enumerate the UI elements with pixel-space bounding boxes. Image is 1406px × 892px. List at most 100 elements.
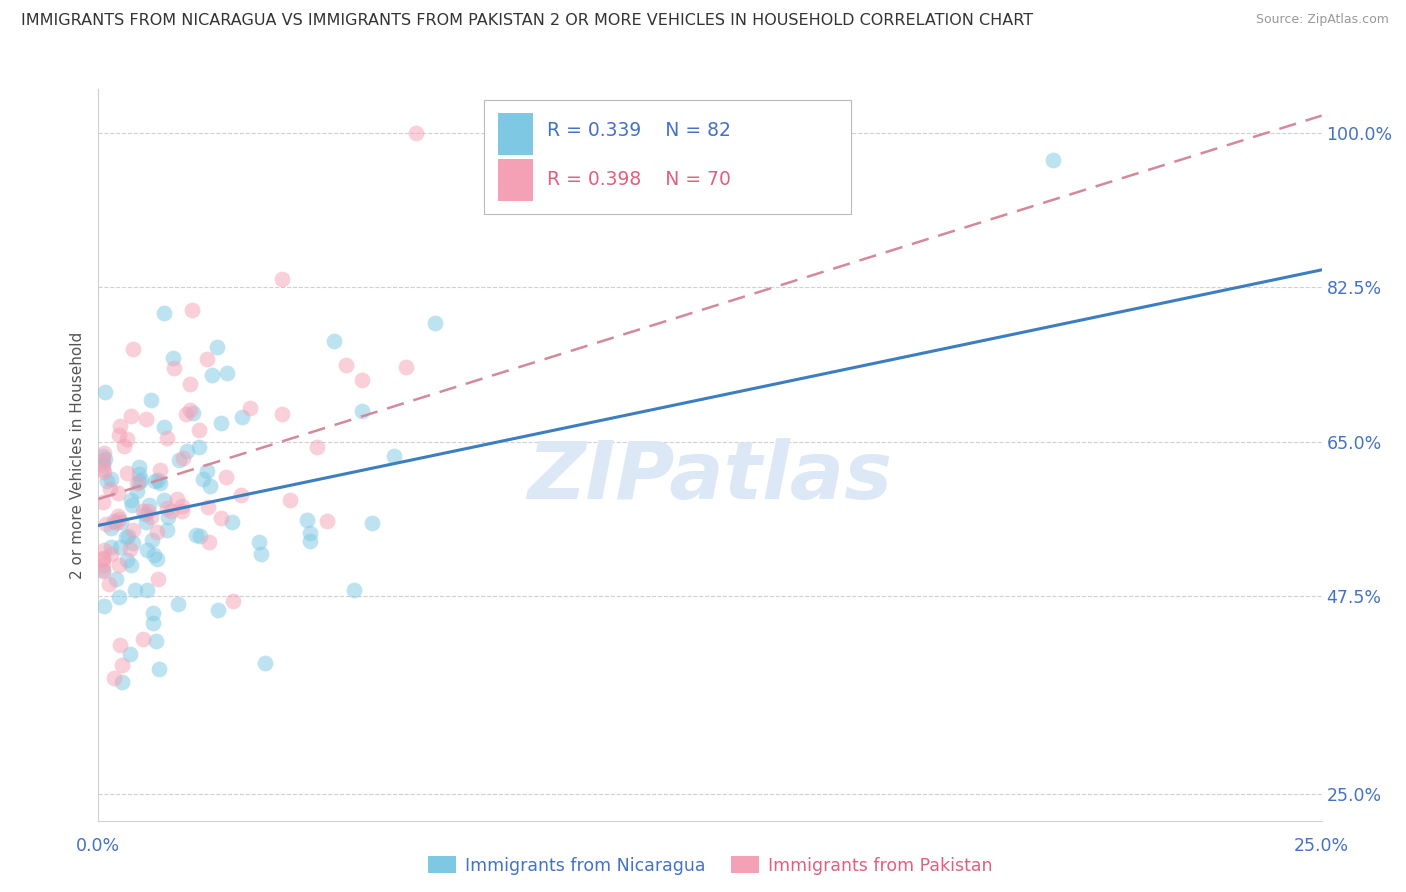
- Point: [139, 509, 162, 524]
- Point: [270, 271, 292, 285]
- Point: [395, 359, 418, 374]
- Point: [145, 633, 167, 648]
- Point: [138, 498, 160, 512]
- Point: [305, 440, 328, 454]
- Point: [115, 530, 138, 544]
- Point: [132, 632, 155, 647]
- Point: [215, 470, 238, 484]
- Point: [271, 407, 294, 421]
- Point: [135, 412, 157, 426]
- Text: ZIPatlas: ZIPatlas: [527, 438, 893, 516]
- Point: [91, 564, 114, 578]
- Point: [122, 343, 145, 357]
- Point: [179, 376, 201, 391]
- Point: [247, 535, 270, 549]
- Point: [335, 358, 357, 372]
- Point: [157, 510, 180, 524]
- Point: [231, 488, 253, 502]
- Point: [111, 675, 134, 690]
- Point: [201, 368, 224, 382]
- FancyBboxPatch shape: [498, 112, 533, 155]
- Point: [176, 443, 198, 458]
- Point: [141, 392, 163, 407]
- Point: [135, 542, 157, 557]
- Point: [117, 529, 139, 543]
- Point: [121, 523, 143, 537]
- Point: [91, 449, 114, 463]
- Point: [91, 454, 114, 468]
- Point: [152, 493, 174, 508]
- Point: [343, 582, 366, 597]
- Point: [166, 492, 188, 507]
- Point: [120, 558, 142, 573]
- Text: 0.0%: 0.0%: [76, 837, 121, 855]
- Point: [231, 409, 253, 424]
- Point: [162, 351, 184, 366]
- Point: [108, 638, 131, 652]
- Point: [93, 599, 115, 613]
- Point: [209, 417, 232, 431]
- Point: [195, 464, 218, 478]
- Point: [174, 408, 197, 422]
- Point: [146, 551, 169, 566]
- Point: [221, 516, 243, 530]
- Text: Source: ZipAtlas.com: Source: ZipAtlas.com: [1256, 13, 1389, 27]
- Point: [361, 516, 384, 530]
- Point: [170, 504, 193, 518]
- Point: [200, 479, 222, 493]
- Point: [209, 510, 232, 524]
- Point: [125, 475, 148, 490]
- Legend: Immigrants from Nicaragua, Immigrants from Pakistan: Immigrants from Nicaragua, Immigrants fr…: [422, 849, 998, 881]
- Point: [120, 493, 142, 508]
- Point: [184, 528, 207, 542]
- Point: [217, 366, 239, 380]
- Point: [93, 465, 115, 479]
- Point: [299, 526, 322, 541]
- Text: R = 0.339    N = 82: R = 0.339 N = 82: [547, 121, 731, 140]
- Point: [108, 427, 131, 442]
- Point: [122, 536, 145, 550]
- Point: [207, 340, 229, 354]
- Point: [91, 551, 114, 566]
- Point: [155, 431, 177, 445]
- Point: [148, 662, 170, 676]
- Point: [91, 563, 114, 577]
- Point: [115, 553, 138, 567]
- Point: [124, 583, 146, 598]
- Point: [94, 384, 117, 399]
- Point: [114, 439, 136, 453]
- Point: [163, 361, 186, 376]
- Point: [96, 474, 118, 488]
- Point: [115, 467, 138, 481]
- Point: [156, 500, 179, 515]
- Point: [94, 452, 117, 467]
- Point: [253, 656, 276, 670]
- Point: [98, 482, 121, 496]
- Point: [172, 450, 194, 465]
- Point: [188, 529, 211, 543]
- Point: [121, 498, 143, 512]
- Point: [249, 547, 271, 561]
- Point: [352, 373, 374, 387]
- Point: [108, 558, 131, 572]
- Point: [352, 403, 374, 417]
- Text: 25.0%: 25.0%: [1294, 837, 1350, 855]
- Point: [278, 493, 301, 508]
- Point: [143, 474, 166, 488]
- FancyBboxPatch shape: [484, 100, 851, 213]
- Point: [298, 533, 321, 548]
- Point: [125, 483, 148, 498]
- Point: [91, 558, 114, 573]
- Point: [136, 503, 159, 517]
- Point: [104, 572, 127, 586]
- Point: [98, 577, 121, 591]
- Point: [103, 671, 125, 685]
- Point: [135, 515, 157, 529]
- Point: [136, 582, 159, 597]
- Point: [142, 606, 165, 620]
- Point: [132, 504, 155, 518]
- Point: [115, 433, 138, 447]
- Point: [108, 541, 131, 555]
- Point: [141, 615, 163, 630]
- Point: [107, 486, 129, 500]
